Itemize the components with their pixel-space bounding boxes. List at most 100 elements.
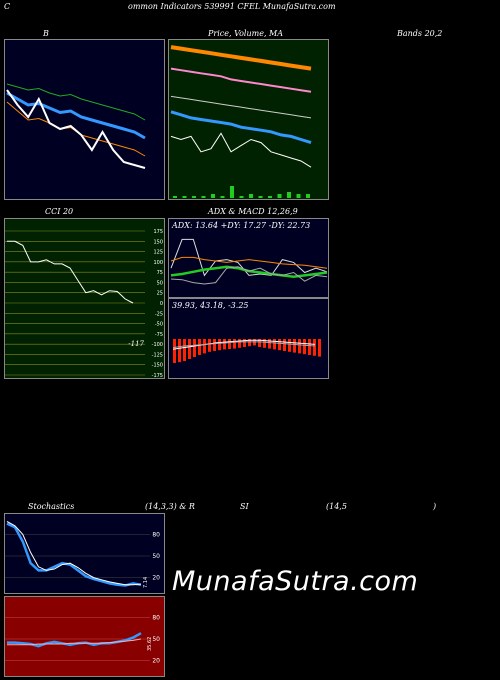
volume-bar-13 bbox=[287, 192, 291, 198]
watermark: MunafaSutra.com bbox=[172, 566, 419, 597]
adx-panel: ADX: 13.64 +DY: 17.27 -DY: 22.73 bbox=[168, 218, 329, 298]
macd-chart bbox=[172, 339, 321, 363]
rsi-chart: 80 50 20 35.62 bbox=[5, 614, 160, 665]
stoch-k-line bbox=[6, 522, 142, 587]
bollinger-panel bbox=[4, 39, 165, 200]
macd-bar-23 bbox=[283, 339, 286, 351]
cci-line bbox=[7, 240, 134, 304]
si-title: SI bbox=[240, 502, 249, 511]
macd-bar-6 bbox=[198, 339, 201, 355]
stoch-tick-label-3: 20 bbox=[152, 575, 160, 582]
macd-bar-27 bbox=[303, 339, 306, 355]
rsi-params: (14,5 bbox=[326, 502, 347, 511]
cci-tick-label-7: 25 bbox=[157, 291, 163, 297]
rsi-tick-label-3: 20 bbox=[152, 658, 160, 665]
price-panel bbox=[168, 39, 329, 200]
cci-current-label: -117 bbox=[128, 340, 144, 348]
adx-aux-line bbox=[170, 266, 328, 285]
macd-readout: 39.93, 43.18, -3.25 bbox=[172, 301, 249, 310]
cci-tick-label-13: -125 bbox=[152, 352, 163, 358]
rsi-tick-label-2: 50 bbox=[152, 636, 160, 643]
cci-chart: 175 150 125 100 75 50 25 0 -25 -50 -75 -100 -125 -150… bbox=[5, 229, 163, 379]
cci-title: CCI 20 bbox=[45, 207, 74, 216]
bollinger-title: B bbox=[43, 29, 49, 38]
header-letter: C bbox=[4, 2, 11, 11]
bb-middle-line bbox=[6, 91, 146, 140]
macd-bar-25 bbox=[293, 339, 296, 353]
macd-panel: 39.93, 43.18, -3.25 bbox=[168, 298, 329, 379]
volume-bar-15 bbox=[306, 194, 310, 198]
macd-bar-4 bbox=[188, 339, 191, 359]
volume-bar-2 bbox=[182, 196, 187, 198]
stoch-tick-label-2: 50 bbox=[152, 553, 160, 560]
volume-bar-12 bbox=[277, 194, 282, 198]
macd-bar-15 bbox=[243, 339, 246, 347]
volume-bar-4 bbox=[201, 196, 206, 198]
price-ma-line-4 bbox=[170, 110, 312, 145]
cci-panel: 175 150 125 100 75 50 25 0 -25 -50 -75 -100 -125 -150… bbox=[4, 218, 165, 379]
cci-tick-label-4: 100 bbox=[153, 260, 163, 266]
macd-signal-line bbox=[172, 341, 316, 349]
adx-line bbox=[170, 238, 328, 277]
cci-tick-label-6: 50 bbox=[157, 280, 163, 286]
macd-bar-21 bbox=[273, 339, 276, 350]
adx-chart bbox=[170, 238, 328, 285]
macd-bar-22 bbox=[278, 339, 281, 351]
cci-tick-label-11: -75 bbox=[155, 332, 163, 338]
cci-tick-label-12: -100 bbox=[152, 342, 163, 348]
stoch-current-label: 7.14 bbox=[143, 577, 149, 588]
price-title: Price, Volume, MA bbox=[208, 29, 284, 38]
price-ma-line-5 bbox=[170, 132, 312, 168]
macd-bar-7 bbox=[203, 339, 206, 354]
macd-bar-1 bbox=[173, 339, 176, 363]
cci-tick-label-2: 150 bbox=[153, 239, 163, 245]
macd-bar-26 bbox=[298, 339, 301, 354]
macd-bar-2 bbox=[178, 339, 181, 363]
bb-upper-line bbox=[6, 83, 146, 121]
macd-bar-12 bbox=[228, 339, 231, 349]
price-volume-chart bbox=[170, 45, 312, 198]
page-title: ommon Indicators 539991 CFEL MunafaSutra… bbox=[128, 2, 336, 11]
bands-title: Bands 20,2 bbox=[397, 29, 443, 38]
volume-bar-11 bbox=[268, 196, 272, 198]
price-ma-line-1 bbox=[170, 45, 312, 71]
cci-tick-label-3: 125 bbox=[153, 250, 163, 256]
macd-bar-18 bbox=[258, 339, 261, 347]
macd-line bbox=[172, 339, 316, 350]
cci-tick-label-15: -175 bbox=[152, 373, 163, 379]
cci-tick-label-1: 175 bbox=[153, 229, 163, 235]
macd-bar-5 bbox=[193, 339, 196, 357]
stochastics-chart: 80 50 207.14 bbox=[5, 520, 160, 588]
close-paren: ) bbox=[433, 502, 437, 511]
rsi-current-label: 35.62 bbox=[147, 637, 153, 651]
volume-bar-1 bbox=[173, 196, 177, 198]
macd-bar-9 bbox=[213, 339, 216, 351]
volume-bar-5 bbox=[211, 194, 215, 198]
macd-bar-20 bbox=[268, 339, 271, 349]
stoch-params: (14,3,3) & R bbox=[145, 502, 195, 511]
macd-bar-30 bbox=[318, 339, 321, 357]
rsi-tick-label-1: 80 bbox=[152, 614, 160, 621]
macd-bar-3 bbox=[183, 339, 186, 361]
macd-bar-28 bbox=[308, 339, 311, 355]
rsi-signal-line bbox=[7, 638, 142, 646]
stoch-title: Stochastics bbox=[28, 502, 75, 511]
stoch-panel: 80 50 20 7.14 bbox=[4, 513, 165, 594]
cci-tick-label-5: 75 bbox=[157, 270, 163, 276]
adx-title: ADX & MACD 12,26,9 bbox=[208, 207, 298, 216]
volume-bar-10 bbox=[258, 196, 263, 198]
macd-bar-24 bbox=[288, 339, 291, 352]
macd-bar-10 bbox=[218, 339, 221, 351]
volume-bar-7 bbox=[230, 186, 234, 198]
macd-bar-14 bbox=[238, 339, 241, 348]
cci-tick-label-14: -150 bbox=[152, 363, 163, 369]
rsi-line bbox=[7, 632, 142, 648]
volume-bar-8 bbox=[239, 196, 244, 198]
stoch-d-line bbox=[6, 520, 142, 586]
volume-bar-3 bbox=[192, 196, 196, 198]
macd-bar-16 bbox=[248, 339, 251, 347]
macd-bar-13 bbox=[233, 339, 236, 349]
macd-bar-29 bbox=[313, 339, 316, 356]
cci-tick-label-9: -25 bbox=[155, 311, 163, 317]
volume-bar-14 bbox=[296, 194, 301, 198]
